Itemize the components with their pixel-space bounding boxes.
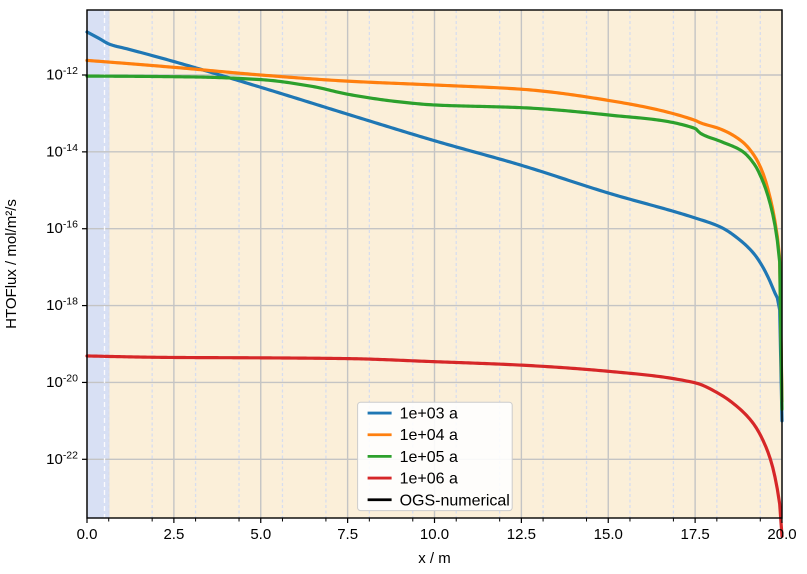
svg-text:10-18: 10-18 [46, 296, 78, 315]
svg-text:1e+04 a: 1e+04 a [400, 427, 458, 444]
svg-text:10-22: 10-22 [46, 449, 78, 468]
svg-text:10-14: 10-14 [46, 142, 78, 161]
svg-text:1e+05 a: 1e+05 a [400, 449, 458, 466]
svg-text:10-20: 10-20 [46, 372, 78, 391]
svg-text:15.0: 15.0 [594, 526, 623, 543]
svg-text:x / m: x / m [418, 550, 451, 567]
svg-text:10.0: 10.0 [420, 526, 449, 543]
svg-text:5.0: 5.0 [250, 526, 271, 543]
svg-text:10-12: 10-12 [46, 65, 78, 84]
svg-text:1e+03 a: 1e+03 a [400, 406, 458, 423]
svg-text:1e+06 a: 1e+06 a [400, 471, 458, 488]
svg-text:17.5: 17.5 [681, 526, 710, 543]
svg-text:0.0: 0.0 [77, 526, 98, 543]
svg-text:OGS-numerical: OGS-numerical [400, 492, 510, 509]
svg-text:10-16: 10-16 [46, 219, 78, 238]
svg-text:20.0: 20.0 [767, 526, 796, 543]
svg-text:12.5: 12.5 [507, 526, 536, 543]
svg-text:2.5: 2.5 [163, 526, 184, 543]
svg-text:7.5: 7.5 [337, 526, 358, 543]
svg-text:HTOFlux / mol/m²/s: HTOFlux / mol/m²/s [3, 199, 20, 329]
